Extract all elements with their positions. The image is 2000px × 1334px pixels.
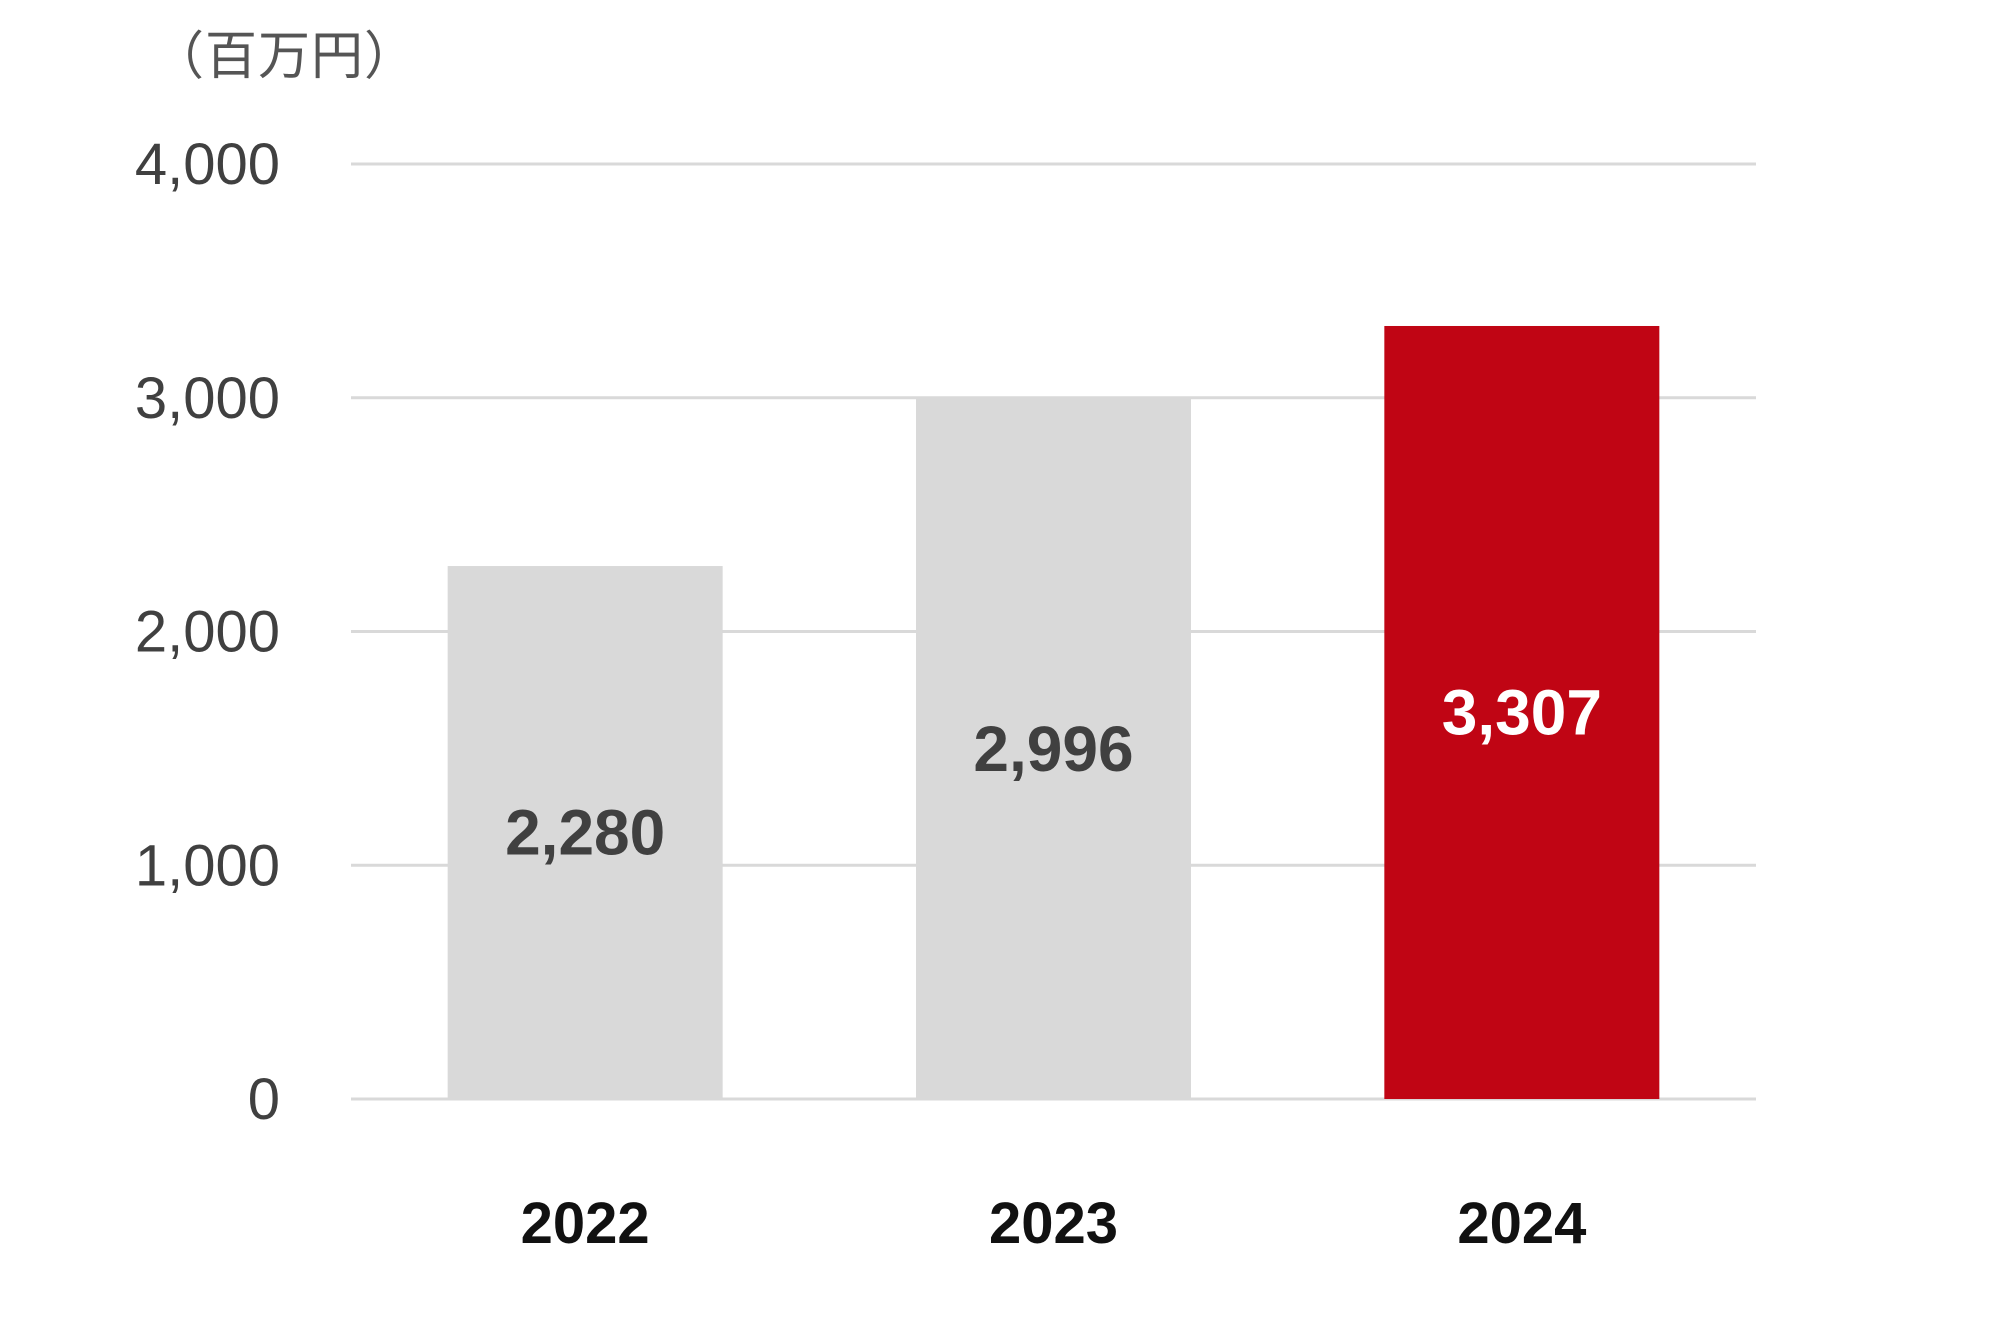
data-labels: 2,280 2,996 3,307 xyxy=(505,676,1602,868)
data-label-2022: 2,280 xyxy=(505,797,665,869)
y-tick-label: 4,000 xyxy=(135,132,280,197)
y-tick-label: 2,000 xyxy=(135,600,280,665)
x-tick-label-2024: 2024 xyxy=(1457,1191,1586,1256)
y-tick-label: 1,000 xyxy=(135,833,280,898)
y-axis-ticks: 0 1,000 2,000 3,000 4,000 xyxy=(135,132,280,1132)
data-label-2023: 2,996 xyxy=(973,713,1133,785)
y-tick-label: 0 xyxy=(248,1067,280,1132)
bar-2022 xyxy=(447,566,723,1099)
unit-label: （百万円） xyxy=(152,27,418,87)
x-tick-label-2023: 2023 xyxy=(989,1191,1118,1256)
bar-2024 xyxy=(1384,325,1660,1099)
x-tick-label-2022: 2022 xyxy=(521,1191,650,1256)
data-label-2024: 3,307 xyxy=(1442,676,1602,748)
y-tick-label: 3,000 xyxy=(135,366,280,431)
bar-2023 xyxy=(916,398,1191,1099)
bars xyxy=(447,325,1660,1099)
x-axis-ticks: 2022 2023 2024 xyxy=(521,1191,1587,1256)
